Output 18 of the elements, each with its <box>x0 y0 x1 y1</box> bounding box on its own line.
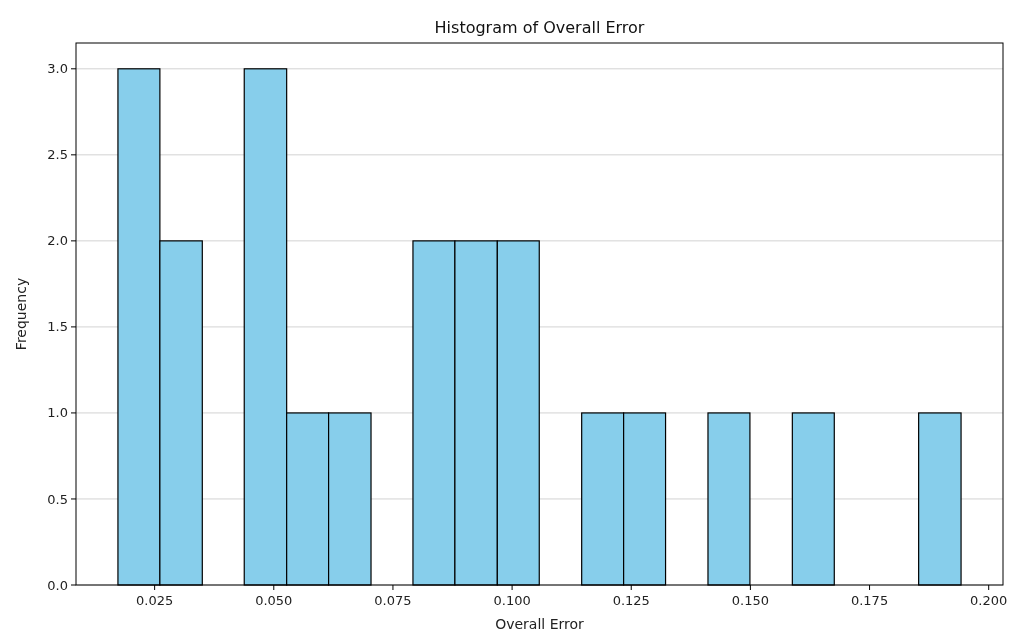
x-tick-label: 0.150 <box>731 593 770 608</box>
y-tick-label: 0.5 <box>47 491 68 507</box>
y-tick-label: 1.0 <box>47 405 68 421</box>
y-axis-title: Frequency <box>13 277 29 351</box>
x-tick-label: 0.100 <box>493 593 531 608</box>
y-tick-label: 2.0 <box>47 233 68 249</box>
x-tick-label: 0.025 <box>136 593 174 608</box>
x-tick-label: 0.050 <box>255 593 293 608</box>
x-tick-label: 0.125 <box>612 593 650 608</box>
y-tick-label: 0.0 <box>47 577 68 593</box>
x-axis-title: Overall Error <box>495 616 585 632</box>
y-tick-label: 3.0 <box>47 61 68 77</box>
x-tick-label: 0.075 <box>374 593 412 608</box>
y-tick-label: 1.5 <box>47 319 68 335</box>
chart-title: Histogram of Overall Error <box>434 18 645 37</box>
x-tick-label: 0.175 <box>850 593 889 608</box>
y-tick-label: 2.5 <box>47 147 68 163</box>
x-tick-label: 0.200 <box>970 593 1008 608</box>
